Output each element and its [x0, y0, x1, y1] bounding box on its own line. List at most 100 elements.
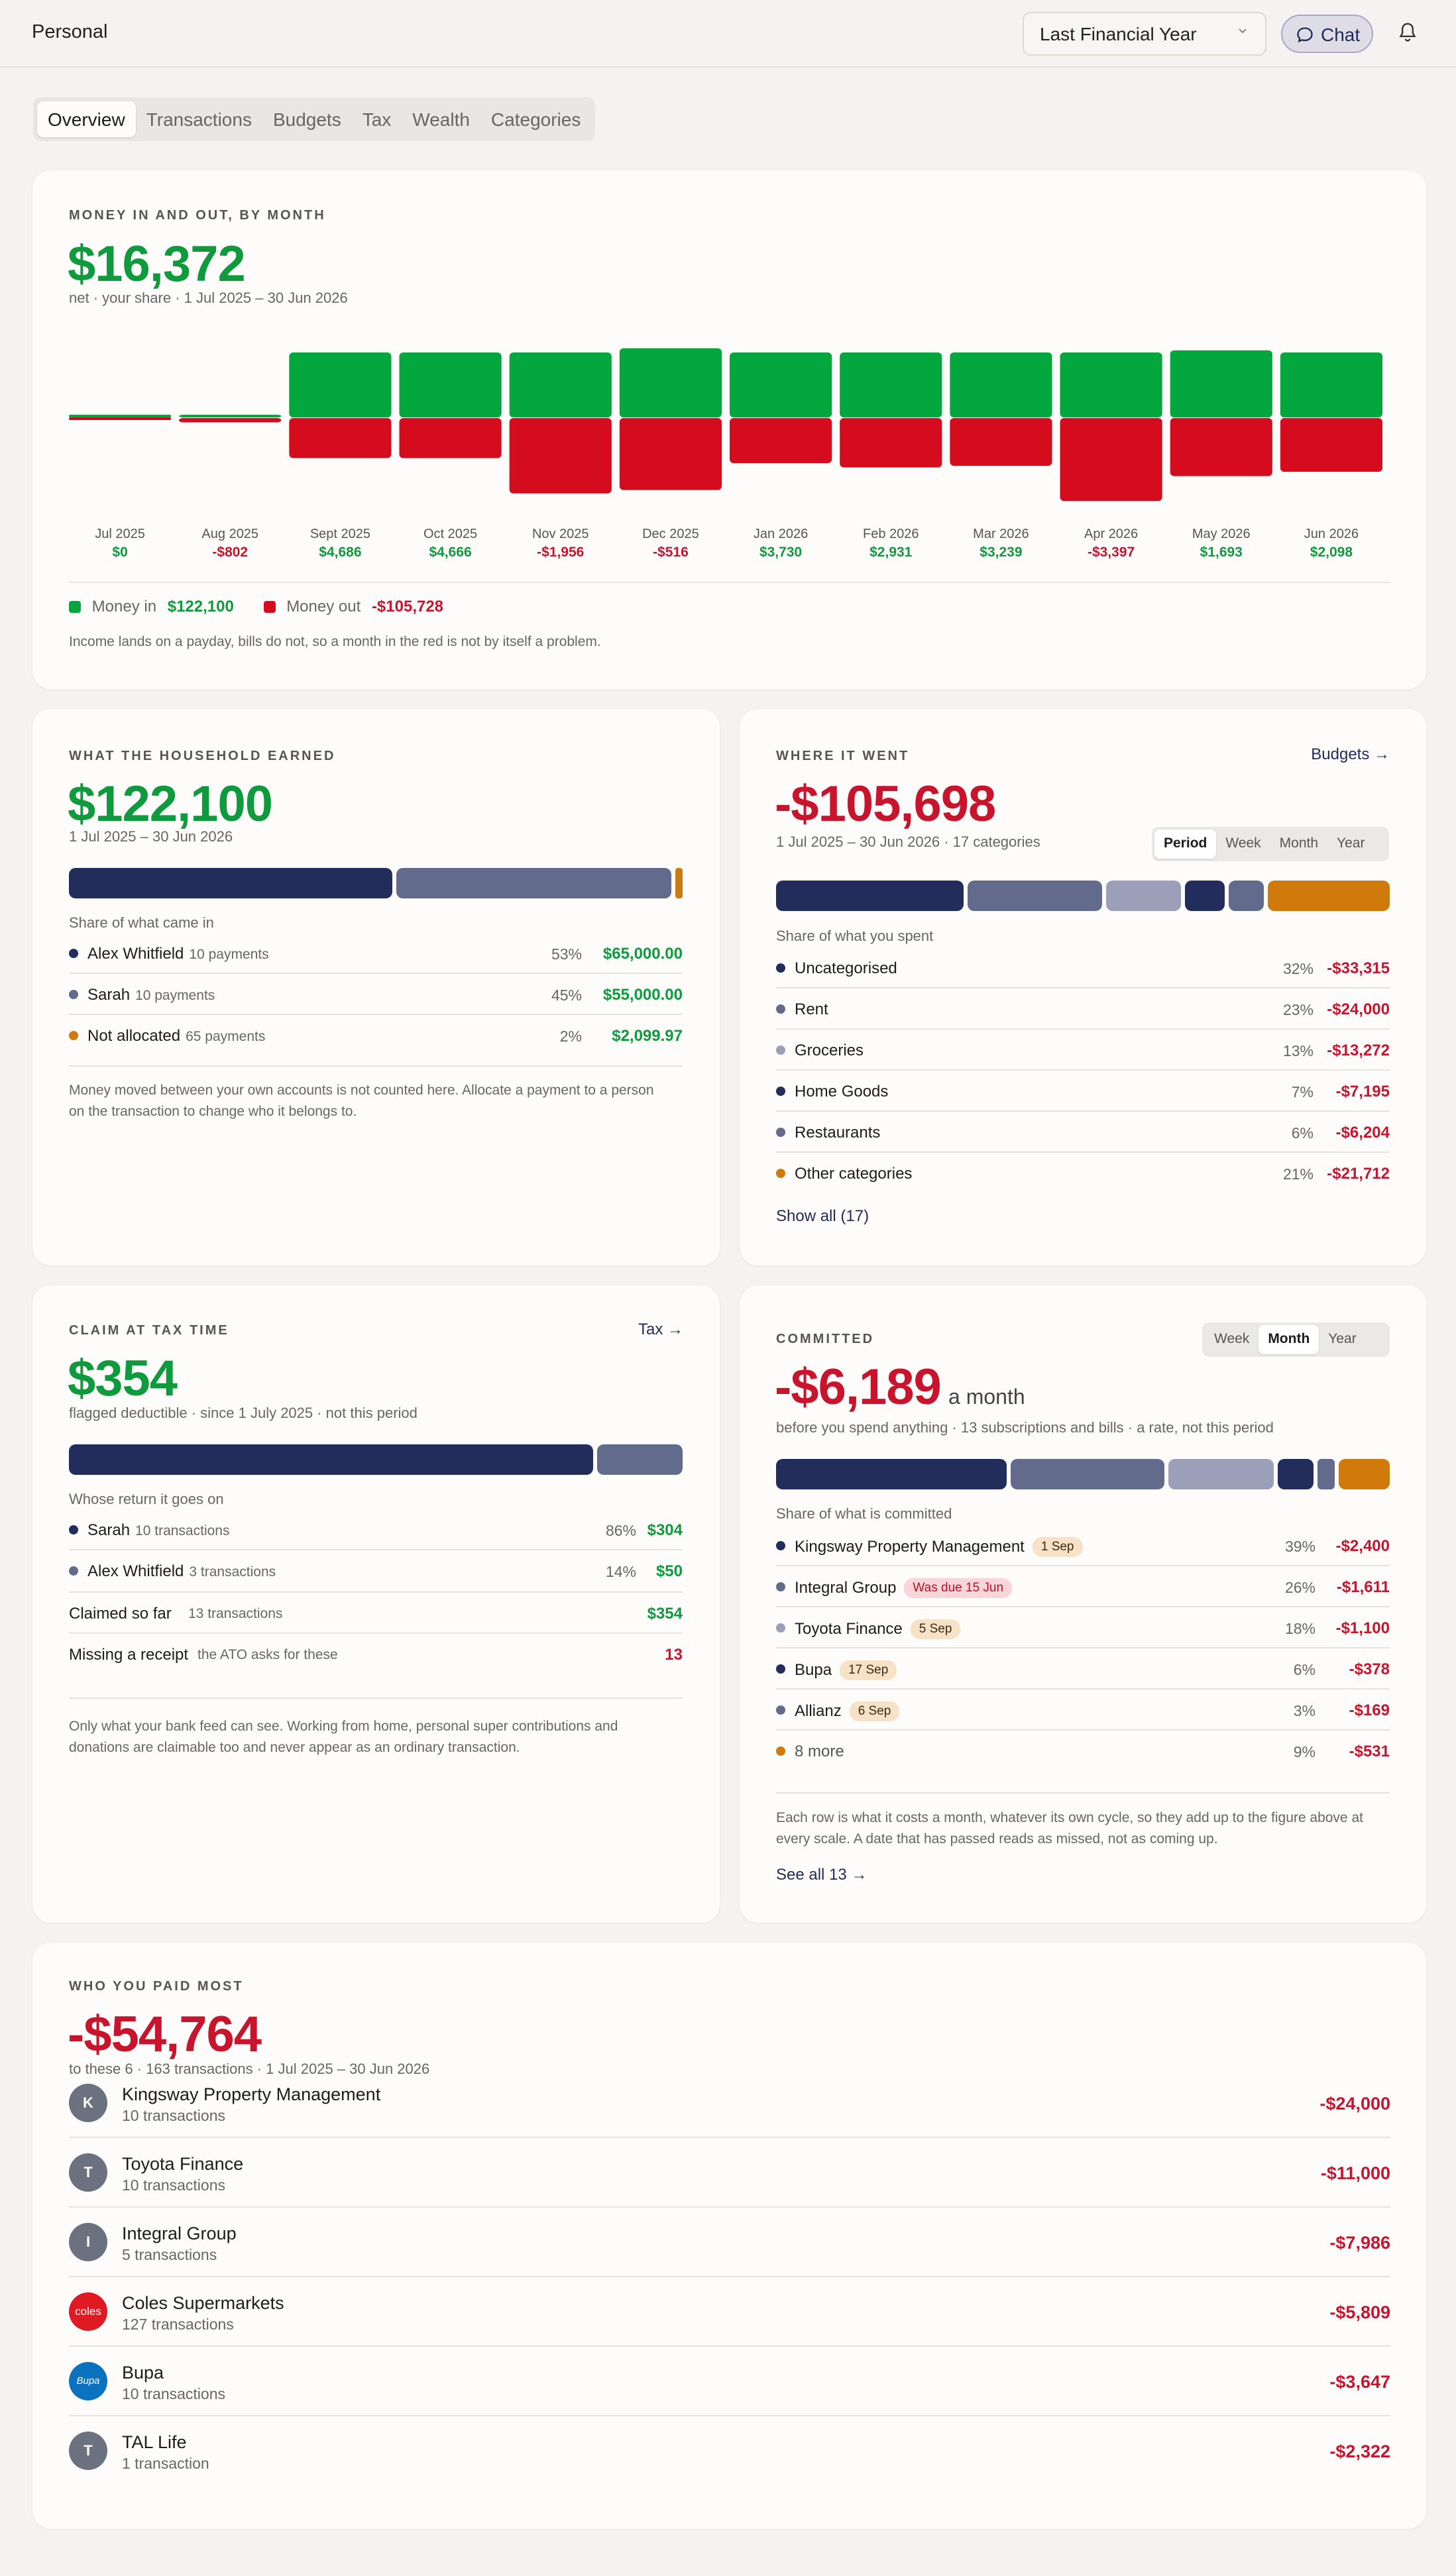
payee-row[interactable]: T Toyota Finance 10 transactions -$11,000 [69, 2138, 1390, 2208]
row-amount: -$24,000 [1327, 1000, 1390, 1018]
payee-row[interactable]: coles Coles Supermarkets 127 transactions -… [69, 2277, 1390, 2347]
payee-name: Bupa [122, 2363, 164, 2383]
money-in-bar[interactable] [1280, 352, 1382, 417]
row-name: Alex Whitfield [87, 945, 184, 963]
money-in-bar[interactable] [1060, 352, 1162, 417]
category-row[interactable]: Groceries 13% -$13,272 [776, 1030, 1390, 1071]
row-percent: 14% [605, 1563, 636, 1580]
money-out-bar[interactable] [950, 418, 1052, 466]
claimed-amount: $354 [647, 1605, 683, 1623]
category-row[interactable]: Restaurants 6% -$6,204 [776, 1112, 1390, 1153]
see-all-commitments-link[interactable]: See all 13 → [776, 1866, 868, 1884]
budgets-link[interactable]: Budgets → [1311, 745, 1390, 763]
earner-row[interactable]: Alex Whitfield 10 payments 53% $65,000.00 [69, 933, 683, 974]
chat-button[interactable]: Chat [1281, 15, 1373, 53]
payee-avatar: K [69, 2084, 107, 2122]
tab-budgets[interactable]: Budgets [272, 109, 341, 130]
scale-year[interactable]: Year [1328, 1331, 1357, 1346]
scale-week[interactable]: Week [1225, 835, 1261, 851]
color-dot [69, 1031, 78, 1040]
tax-person-row[interactable]: Alex Whitfield 3 transactions 14% $50 [69, 1550, 683, 1591]
commitment-row[interactable]: Integral Group Was due 15 Jun 26% -$1,611 [776, 1566, 1390, 1607]
money-out-bar[interactable] [730, 418, 832, 464]
share-segment-sarah [69, 1444, 593, 1475]
commitment-row[interactable]: Kingsway Property Management 1 Sep 39% -$2,… [776, 1525, 1390, 1566]
money-in-bar[interactable] [619, 348, 722, 417]
money-in-bar[interactable] [730, 352, 832, 417]
tab-tax[interactable]: Tax [362, 109, 392, 130]
payee-row[interactable]: T TAL Life 1 transaction -$2,322 [69, 2416, 1390, 2486]
tab-transactions[interactable]: Transactions [146, 109, 252, 130]
scale-year[interactable]: Year [1337, 835, 1365, 851]
row-amount: $50 [655, 1562, 683, 1580]
tax-person-row[interactable]: Sarah 10 transactions 86% $304 [69, 1509, 683, 1550]
money-out-bar[interactable] [619, 418, 722, 490]
where-it-went-card: WHERE IT WENT Budgets → -$105,698 1 Jul … [740, 709, 1426, 1265]
money-out-bar[interactable] [179, 418, 282, 423]
money-out-bar[interactable] [399, 418, 502, 458]
scale-week[interactable]: Week [1214, 1331, 1250, 1346]
earner-row[interactable]: Not allocated 65 payments 2% $2,099.97 [69, 1015, 683, 1056]
share-segment-alex [69, 868, 392, 898]
money-out-bar[interactable] [840, 418, 942, 468]
money-in-bar[interactable] [950, 352, 1052, 417]
money-in-bar[interactable] [179, 415, 282, 417]
scale-period[interactable]: Period [1154, 830, 1217, 859]
period-select-value: Last Financial Year [1040, 24, 1197, 44]
row-name: Restaurants [795, 1124, 881, 1142]
money-out-bar[interactable] [509, 418, 612, 494]
money-out-bar[interactable] [289, 418, 392, 458]
row-percent: 6% [1293, 1661, 1316, 1678]
money-out-bar[interactable] [1170, 418, 1272, 476]
money-out-bar[interactable] [69, 417, 172, 420]
earner-row[interactable]: Sarah 10 payments 45% $55,000.00 [69, 974, 683, 1015]
tab-overview[interactable]: Overview [37, 101, 136, 137]
claimed-label: Claimed so far [69, 1605, 172, 1623]
tax-link[interactable]: Tax → [638, 1320, 683, 1338]
money-out-bar[interactable] [1280, 418, 1382, 472]
payee-row[interactable]: K Kingsway Property Management 10 transact… [69, 2068, 1390, 2138]
share-segment-integral [1011, 1459, 1164, 1489]
commitment-row[interactable]: Bupa 17 Sep 6% -$378 [776, 1648, 1390, 1690]
tab-wealth[interactable]: Wealth [412, 109, 470, 130]
missing-receipt-count: 13 [665, 1646, 683, 1664]
share-segment-kingsway [776, 1459, 1007, 1489]
commitment-row[interactable]: Allianz 6 Sep 3% -$169 [776, 1690, 1390, 1731]
color-dot [69, 949, 78, 958]
commitment-row[interactable]: 8 more 9% -$531 [776, 1731, 1390, 1772]
paid-most-card: WHO YOU PAID MOST -$54,764 to these 6 · … [32, 1943, 1426, 2529]
tab-categories[interactable]: Categories [490, 109, 581, 130]
show-all-categories-link[interactable]: Show all (17) [776, 1207, 869, 1225]
row-amount: -$6,204 [1335, 1124, 1390, 1142]
legend-in-value: $122,100 [167, 598, 234, 616]
money-in-bar[interactable] [399, 352, 502, 417]
money-in-bar[interactable] [840, 352, 942, 417]
category-row[interactable]: Rent 23% -$24,000 [776, 989, 1390, 1030]
commitment-row[interactable]: Toyota Finance 5 Sep 18% -$1,100 [776, 1607, 1390, 1648]
category-row[interactable]: Home Goods 7% -$7,195 [776, 1071, 1390, 1112]
category-row[interactable]: Other categories 21% -$21,712 [776, 1153, 1390, 1194]
money-in-bar[interactable] [289, 352, 392, 417]
scale-month[interactable]: Month [1279, 835, 1319, 851]
money-in-out-card: MONEY IN AND OUT, BY MONTH $16,372 net ·… [32, 170, 1426, 689]
share-label: Share of what you spent [776, 928, 934, 944]
bell-icon[interactable] [1397, 21, 1418, 44]
payee-avatar: coles [69, 2292, 107, 2331]
month-net-label: $3,730 [759, 545, 802, 560]
money-in-bar[interactable] [1170, 350, 1272, 417]
month-tick-label: Mar 2026 [973, 527, 1029, 541]
row-amount: -$2,400 [1335, 1537, 1390, 1555]
money-in-bar[interactable] [509, 352, 612, 417]
month-net-label: -$3,397 [1088, 545, 1135, 560]
payee-row[interactable]: I Integral Group 5 transactions -$7,986 [69, 2208, 1390, 2277]
category-row[interactable]: Uncategorised 32% -$33,315 [776, 947, 1390, 989]
money-in-bar[interactable] [69, 415, 172, 417]
scale-month[interactable]: Month [1259, 1325, 1319, 1354]
payee-row[interactable]: Bupa Bupa 10 transactions -$3,647 [69, 2347, 1390, 2416]
missing-receipt-row[interactable]: Missing a receipt the ATO asks for these… [69, 1634, 683, 1675]
share-segment-bupa [1278, 1459, 1314, 1489]
money-out-bar[interactable] [1060, 418, 1162, 502]
category-label: Home Goods [795, 1083, 888, 1101]
commitment-label: Allianz 6 Sep [795, 1701, 900, 1721]
period-select[interactable]: Last Financial Year [1023, 12, 1266, 56]
